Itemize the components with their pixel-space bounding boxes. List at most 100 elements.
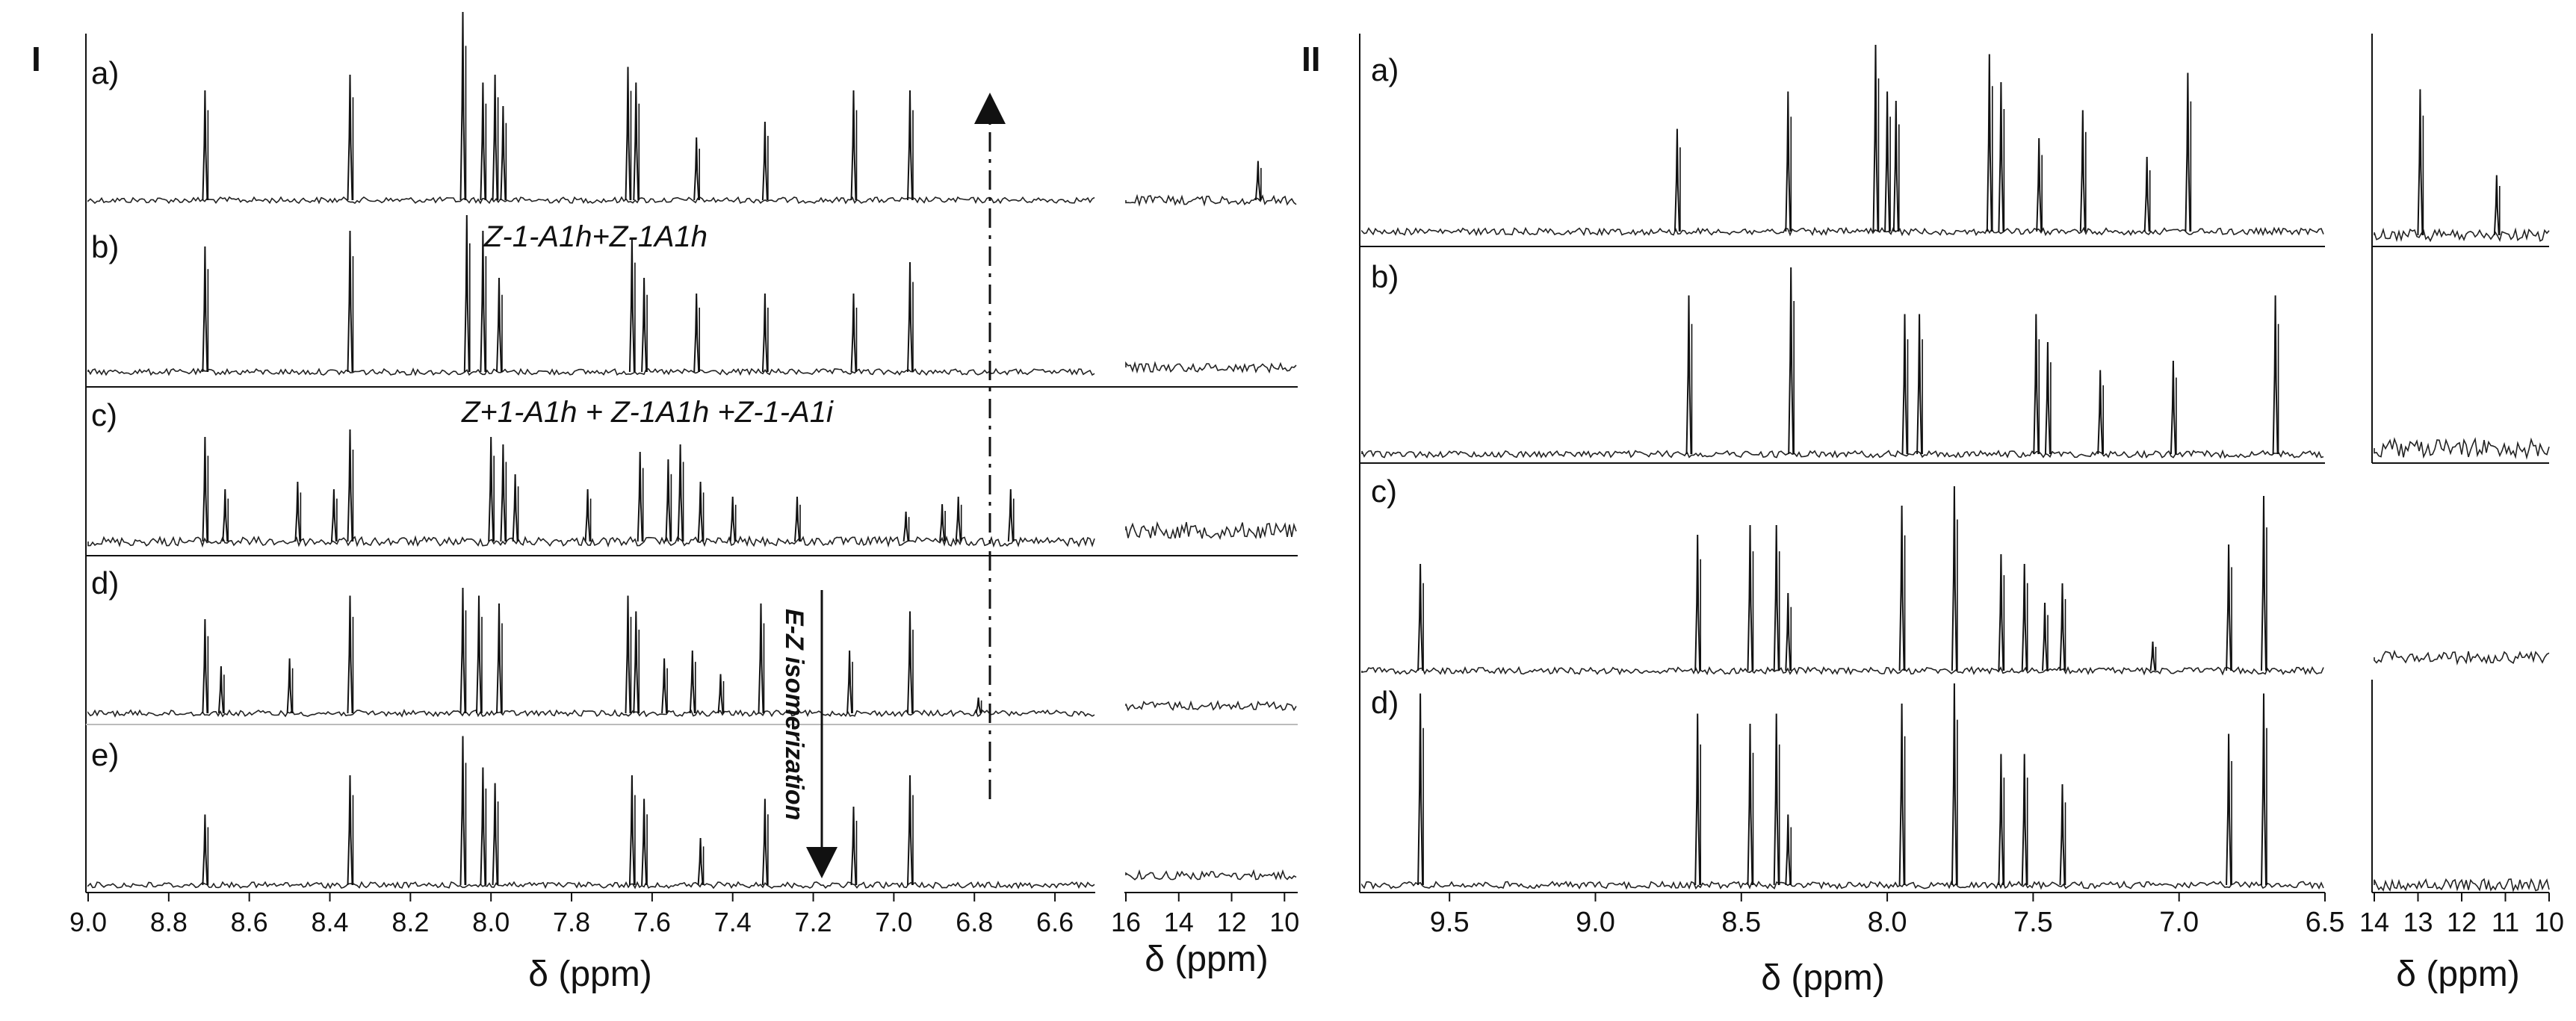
II-main-b-peak-0: [1685, 295, 1692, 455]
II-main-b-peak-7: [2170, 360, 2176, 455]
II-main-c-peak-3: [1773, 524, 1780, 671]
II-inset-tick-label-0: 14: [2359, 907, 2389, 937]
trace-label-II-b: b): [1371, 259, 1399, 294]
I-main-e-peak-3: [480, 767, 486, 886]
I-main-d-peak-15: [975, 697, 982, 714]
I-main-d-peak-5: [476, 595, 482, 714]
I-main-d-peak-0: [202, 618, 208, 714]
I-main-a-peak-0: [202, 90, 208, 201]
trace-label-I-a: a): [91, 55, 119, 90]
II-inset-a-baseline: [2374, 227, 2550, 243]
II-inset-tick-label-1: 13: [2403, 907, 2433, 937]
I-main-e-peak-7: [697, 837, 704, 886]
I-main-d-peak-14: [907, 611, 913, 714]
II-main-a-peak-0: [1674, 128, 1680, 232]
I-main-c-peak-5: [488, 436, 495, 542]
II-main-c-peak-7: [1998, 553, 2004, 671]
II-main-a-peak-7: [2036, 137, 2043, 232]
I-inset-d-baseline: [1125, 700, 1297, 712]
I-main-a-peak-6: [625, 66, 631, 201]
I-main-c-peak-9: [637, 451, 643, 542]
II-main-d-peak-8: [2021, 754, 2028, 886]
II-main-c-peak-5: [1898, 505, 1905, 671]
I-main-d-baseline: [87, 708, 1095, 718]
trace-label-I-e: e): [91, 737, 119, 772]
II-inset-tick-label-4: 10: [2534, 907, 2564, 937]
I-main-c-peak-7: [512, 474, 518, 542]
II-main-b-peak-6: [2097, 370, 2104, 455]
II-inset-d-baseline: [2374, 878, 2550, 893]
II-inset-c-baseline: [2374, 649, 2550, 665]
I-main-d-peak-9: [661, 658, 668, 714]
I-main-c-peak-10: [665, 459, 672, 542]
I-main-a-baseline: [87, 196, 1095, 205]
I-main-d-peak-4: [459, 587, 466, 714]
I-main-a-peak-9: [761, 121, 768, 201]
I-main-a-peak-10: [850, 90, 857, 201]
I-main-b-peak-4: [496, 277, 502, 373]
I-main-d-peak-12: [758, 603, 764, 714]
I-main-e-peak-6: [641, 798, 648, 886]
I-main-b-peak-6: [641, 277, 648, 373]
II-main-c-peak-12: [2226, 544, 2232, 671]
II-inset-tick-label-2: 12: [2447, 907, 2477, 937]
I-main-c-peak-16: [939, 503, 946, 542]
II-main-a-baseline: [1361, 226, 2324, 237]
II-main-c-peak-8: [2021, 563, 2028, 671]
I-main-e-baseline: [87, 881, 1095, 890]
I-main-d-peak-13: [846, 650, 853, 714]
trace-label-I-b: b): [91, 229, 119, 264]
panel-I-main-frame: [85, 34, 1298, 893]
II-main-a-peak-1: [1785, 91, 1792, 232]
II-main-b-peak-1: [1788, 267, 1795, 455]
I-main-tick-label-12: 6.6: [1036, 907, 1074, 937]
I-main-b-peak-0: [202, 246, 208, 373]
I-main-e-peak-1: [347, 775, 353, 886]
I-main-b-baseline: [87, 367, 1095, 376]
trace-label-II-a: a): [1371, 52, 1399, 87]
I-main-e-peak-10: [907, 775, 913, 886]
I-main-b-peak-7: [693, 293, 700, 373]
I-inset-a-peak-0: [1254, 161, 1261, 201]
II-main-tick-label-6: 6.5: [2306, 907, 2345, 938]
II-main-tick-label-1: 9.0: [1576, 907, 1615, 938]
I-main-tick-label-1: 8.8: [150, 907, 188, 937]
I-main-c-peak-13: [729, 496, 736, 542]
annotation-c: Z+1-A1h + Z-1A1h +Z-1-A1i: [461, 396, 834, 429]
I-main-e-peak-4: [492, 783, 498, 886]
II-main-c-peak-2: [1747, 524, 1753, 671]
II-main-a-peak-10: [2185, 72, 2191, 232]
I-main-b-peak-9: [850, 293, 857, 373]
trace-label-II-d: d): [1371, 685, 1399, 720]
I-inset-tick-label-3: 10: [1269, 907, 1299, 937]
II-main-d-peak-0: [1417, 693, 1424, 886]
I-main-a-peak-8: [693, 137, 700, 201]
I-main-tick-label-6: 7.8: [553, 907, 590, 937]
II-main-d-peak-5: [1898, 703, 1905, 886]
I-main-c-peak-3: [330, 488, 337, 542]
II-inset-a-peak-1: [2493, 175, 2500, 236]
spectrum-traces: [87, 11, 2550, 893]
II-main-tick-label-4: 7.5: [2013, 907, 2053, 938]
I-main-d-peak-6: [496, 603, 502, 714]
II-main-tick-label-0: 9.5: [1430, 907, 1470, 938]
I-main-c-peak-17: [955, 496, 962, 542]
I-main-tick-label-4: 8.2: [391, 907, 429, 937]
trace-label-II-c: c): [1371, 474, 1397, 509]
I-main-e-peak-8: [761, 798, 768, 886]
I-inset-e-baseline: [1125, 869, 1297, 881]
I-main-b-peak-2: [463, 214, 470, 373]
II-inset-tick-label-3: 11: [2492, 907, 2519, 937]
II-main-a-peak-5: [1986, 54, 1993, 232]
I-main-b-peak-10: [907, 261, 913, 373]
I-main-c-peak-8: [584, 488, 591, 542]
I-inset-tick-label-1: 14: [1164, 907, 1194, 937]
I-main-tick-label-8: 7.4: [714, 907, 752, 937]
I-main-tick-label-0: 9.0: [69, 907, 107, 937]
trace-label-I-c: c): [91, 397, 117, 432]
II-main-b-baseline: [1361, 449, 2324, 459]
I-main-tick-label-2: 8.6: [231, 907, 268, 937]
I-main-c-peak-15: [902, 511, 909, 542]
I-main-b-peak-3: [480, 230, 486, 373]
